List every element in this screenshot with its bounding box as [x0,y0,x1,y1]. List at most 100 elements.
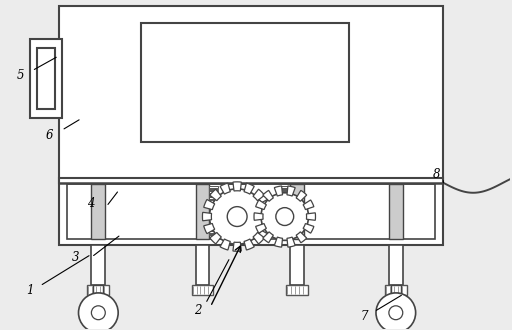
Wedge shape [287,186,295,196]
Bar [209,203,218,205]
Bar [281,211,290,213]
Text: 7: 7 [360,310,368,323]
Bar [281,200,290,202]
Circle shape [376,293,416,330]
Bar [67,184,436,239]
Circle shape [261,193,309,240]
Bar [209,214,218,216]
Bar [389,184,403,239]
Bar [37,48,55,110]
Text: 2: 2 [194,304,201,317]
Bar [281,214,290,216]
Bar [281,208,290,210]
Wedge shape [263,212,272,221]
Wedge shape [220,183,230,194]
Bar [281,225,290,227]
Wedge shape [233,242,241,251]
Bar [281,203,290,205]
Circle shape [227,207,247,226]
Wedge shape [204,199,215,210]
Bar [209,200,218,202]
Text: 4: 4 [87,197,94,210]
Bar [209,222,218,224]
Bar [281,234,290,235]
Bar [290,245,304,285]
Wedge shape [274,237,283,247]
Wedge shape [220,239,230,250]
Bar [209,208,218,210]
Wedge shape [210,232,221,244]
Bar [385,285,407,295]
Circle shape [209,189,265,244]
Bar [209,186,218,188]
Bar [281,231,290,233]
Bar [209,234,218,235]
Wedge shape [210,189,221,201]
Wedge shape [255,223,266,233]
Bar [281,219,290,221]
Wedge shape [296,232,307,243]
Wedge shape [254,213,263,220]
Bar [281,217,290,218]
Bar [209,228,218,230]
Wedge shape [253,232,265,244]
Bar [281,197,290,199]
Text: 6: 6 [46,129,53,142]
Bar [286,285,308,295]
Bar [391,285,401,293]
Text: 1: 1 [26,284,34,297]
Bar [290,184,304,239]
Bar [389,245,403,285]
Bar [93,285,103,293]
Bar [281,206,290,207]
Bar [209,191,218,193]
Bar [281,194,290,196]
Circle shape [92,306,105,320]
Wedge shape [244,183,254,194]
Bar [209,194,218,196]
Bar [30,39,61,118]
Bar [281,228,290,230]
Bar [281,186,290,188]
Bar [196,184,209,239]
Text: 8: 8 [433,168,440,182]
Wedge shape [263,232,273,243]
Circle shape [276,208,294,225]
Bar [196,245,209,285]
Bar [209,197,218,199]
Wedge shape [233,182,241,191]
Wedge shape [255,200,266,210]
Wedge shape [204,223,215,234]
Bar [59,6,443,183]
Bar [281,222,290,224]
Wedge shape [260,199,271,210]
Bar [191,285,214,295]
Bar [59,178,443,245]
Bar [209,211,218,213]
Bar [92,245,105,285]
Bar [92,184,105,239]
Circle shape [389,306,403,320]
Bar [209,206,218,207]
Wedge shape [296,190,307,201]
Bar [88,285,109,295]
Wedge shape [287,237,295,247]
Bar [141,23,349,142]
Bar [281,189,290,190]
Wedge shape [253,189,265,201]
Bar [209,225,218,227]
Wedge shape [303,200,314,210]
Bar [209,219,218,221]
Wedge shape [274,186,283,196]
Wedge shape [306,213,315,220]
Wedge shape [303,223,314,233]
Bar [209,189,218,190]
Text: 3: 3 [72,251,79,264]
Circle shape [78,293,118,330]
Bar [209,231,218,233]
Bar [281,191,290,193]
Wedge shape [260,223,271,234]
Wedge shape [202,212,211,221]
Wedge shape [263,190,273,201]
Wedge shape [244,239,254,250]
